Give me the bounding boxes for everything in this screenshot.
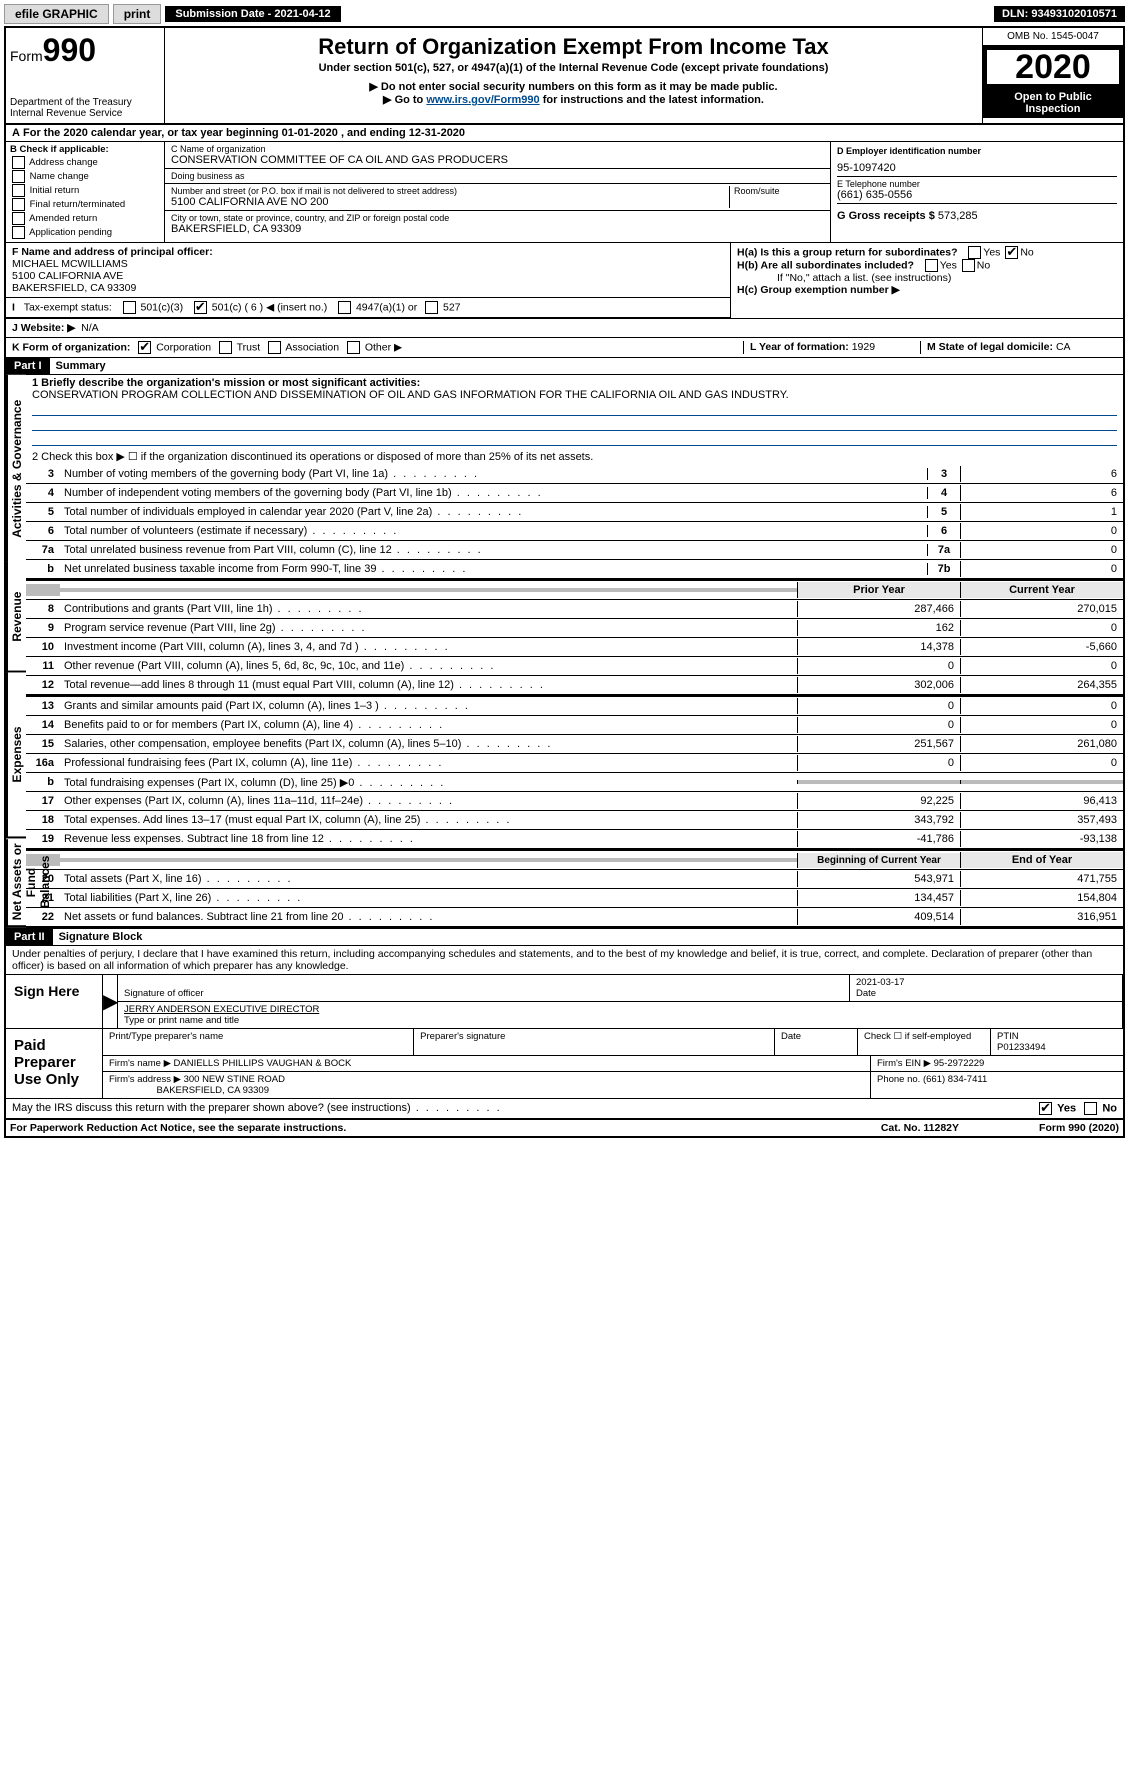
submission-date: Submission Date - 2021-04-12 <box>165 6 340 22</box>
form-title: Return of Organization Exempt From Incom… <box>169 34 978 60</box>
officer-typed-name: JERRY ANDERSON EXECUTIVE DIRECTOR <box>124 1004 319 1015</box>
arrow-icon: ▶ <box>103 975 118 1028</box>
form-990: Form990 Department of the Treasury Inter… <box>4 26 1125 1138</box>
form-number: 990 <box>43 32 96 68</box>
sig-date: 2021-03-17 <box>856 977 905 988</box>
summary-line: 13Grants and similar amounts paid (Part … <box>26 697 1123 716</box>
header-left: Form990 Department of the Treasury Inter… <box>6 28 165 123</box>
header-center: Return of Organization Exempt From Incom… <box>165 28 982 123</box>
org-address: 5100 CALIFORNIA AVE NO 200 <box>171 196 729 208</box>
col-end: End of Year <box>960 852 1123 868</box>
sign-here-block: Sign Here ▶ Signature of officer 2021-03… <box>6 975 1123 1029</box>
top-toolbar: efile GRAPHIC print Submission Date - 20… <box>4 4 1125 24</box>
summary-line: 15Salaries, other compensation, employee… <box>26 735 1123 754</box>
org-city: BAKERSFIELD, CA 93309 <box>171 223 824 235</box>
box-h: H(a) Is this a group return for subordin… <box>731 243 1123 318</box>
firm-ein: 95-2972229 <box>934 1058 985 1069</box>
part-ii-header: Part II Signature Block <box>6 929 1123 946</box>
ptin: P01233494 <box>997 1042 1046 1053</box>
summary-line: 17Other expenses (Part IX, column (A), l… <box>26 792 1123 811</box>
vtab-revenue: Revenue <box>6 562 26 673</box>
omb-number: OMB No. 1545-0047 <box>983 28 1123 46</box>
dept-label: Department of the Treasury Internal Reve… <box>10 97 160 119</box>
summary-line: 5Total number of individuals employed in… <box>26 503 1123 522</box>
summary-line: 8Contributions and grants (Part VIII, li… <box>26 600 1123 619</box>
page-footer: For Paperwork Reduction Act Notice, see … <box>6 1120 1123 1136</box>
discuss-row: May the IRS discuss this return with the… <box>6 1099 1123 1120</box>
form-header: Form990 Department of the Treasury Inter… <box>6 28 1123 125</box>
summary-line: 7aTotal unrelated business revenue from … <box>26 541 1123 560</box>
part-i-body: Activities & Governance Revenue Expenses… <box>6 375 1123 929</box>
summary-line: 22Net assets or fund balances. Subtract … <box>26 908 1123 927</box>
header-right: OMB No. 1545-0047 2020 Open to Public In… <box>982 28 1123 123</box>
summary-line: 12Total revenue—add lines 8 through 11 (… <box>26 676 1123 695</box>
summary-line: bTotal fundraising expenses (Part IX, co… <box>26 773 1123 792</box>
box-c: C Name of organization CONSERVATION COMM… <box>165 142 831 242</box>
officer-name: MICHAEL MCWILLIAMS <box>12 258 128 270</box>
firm-phone: (661) 834-7411 <box>923 1074 987 1085</box>
period-line: A For the 2020 calendar year, or tax yea… <box>6 125 1123 142</box>
tax-year: 2020 <box>987 50 1119 84</box>
row-k: K Form of organization: Corporation Trus… <box>6 338 1123 358</box>
tax-exempt-row: I Tax-exempt status: 501(c)(3) 501(c) ( … <box>6 298 730 318</box>
summary-line: 14Benefits paid to or for members (Part … <box>26 716 1123 735</box>
box-b: B Check if applicable: Address change Na… <box>6 142 165 242</box>
line-1: 1 Briefly describe the organization's mi… <box>26 375 1123 448</box>
summary-line: 9Program service revenue (Part VIII, lin… <box>26 619 1123 638</box>
vtab-netassets: Net Assets or Fund Balances <box>6 839 26 927</box>
form-footer: Form 990 (2020) <box>1039 1122 1119 1134</box>
checkbox-discuss-yes <box>1039 1102 1052 1115</box>
section-FGH: F Name and address of principal officer:… <box>6 243 1123 319</box>
col-current: Current Year <box>960 582 1123 598</box>
ein: 95-1097420 <box>837 162 1117 174</box>
dln-value: DLN: 93493102010571 <box>994 6 1125 22</box>
vtab-expenses: Expenses <box>6 672 26 838</box>
summary-line: 19Revenue less expenses. Subtract line 1… <box>26 830 1123 849</box>
summary-line: 4Number of independent voting members of… <box>26 484 1123 503</box>
vtab-governance: Activities & Governance <box>6 375 26 562</box>
summary-line: bNet unrelated business taxable income f… <box>26 560 1123 579</box>
summary-line: 18Total expenses. Add lines 13–17 (must … <box>26 811 1123 830</box>
summary-line: 3Number of voting members of the governi… <box>26 465 1123 484</box>
checkbox-corp <box>138 341 151 354</box>
state-domicile: CA <box>1056 341 1071 353</box>
gross-receipts: 573,285 <box>938 210 978 222</box>
line-2: 2 Check this box ▶ ☐ if the organization… <box>26 448 1123 465</box>
irs-link[interactable]: www.irs.gov/Form990 <box>426 94 539 106</box>
summary-line: 16aProfessional fundraising fees (Part I… <box>26 754 1123 773</box>
checkbox-ha-no <box>1005 246 1018 259</box>
website-value: N/A <box>81 322 99 334</box>
open-public: Open to Public Inspection <box>983 88 1123 118</box>
summary-line: 20Total assets (Part X, line 16)543,9714… <box>26 870 1123 889</box>
org-name: CONSERVATION COMMITTEE OF CA OIL AND GAS… <box>171 154 824 166</box>
part-i-header: Part I Summary <box>6 358 1123 375</box>
summary-line: 11Other revenue (Part VIII, column (A), … <box>26 657 1123 676</box>
summary-line: 6Total number of volunteers (estimate if… <box>26 522 1123 541</box>
col-begin: Beginning of Current Year <box>797 853 960 868</box>
col-prior: Prior Year <box>797 582 960 598</box>
perjury-declaration: Under penalties of perjury, I declare th… <box>6 946 1123 975</box>
checkbox-501c <box>194 301 207 314</box>
form-prefix: Form <box>10 48 43 64</box>
box-d: D Employer identification number 95-1097… <box>831 142 1123 242</box>
paid-preparer-block: Paid Preparer Use Only Print/Type prepar… <box>6 1029 1123 1099</box>
box-f: F Name and address of principal officer:… <box>6 243 730 298</box>
year-formation: 1929 <box>852 341 875 353</box>
efile-badge: efile GRAPHIC <box>4 4 109 24</box>
note-link-row: ▶ Go to www.irs.gov/Form990 for instruct… <box>169 93 978 106</box>
mission-text: CONSERVATION PROGRAM COLLECTION AND DISS… <box>32 389 789 401</box>
phone: (661) 635-0556 <box>837 189 1117 201</box>
note-ssn: ▶ Do not enter social security numbers o… <box>169 80 978 93</box>
cat-no: Cat. No. 11282Y <box>881 1122 959 1134</box>
row-j: J Website: ▶ N/A <box>6 319 1123 338</box>
form-subtitle: Under section 501(c), 527, or 4947(a)(1)… <box>169 62 978 74</box>
summary-line: 10Investment income (Part VIII, column (… <box>26 638 1123 657</box>
summary-line: 21Total liabilities (Part X, line 26)134… <box>26 889 1123 908</box>
firm-name: DANIELLS PHILLIPS VAUGHAN & BOCK <box>174 1058 352 1069</box>
section-BCD: B Check if applicable: Address change Na… <box>6 142 1123 243</box>
print-button[interactable]: print <box>113 4 162 24</box>
